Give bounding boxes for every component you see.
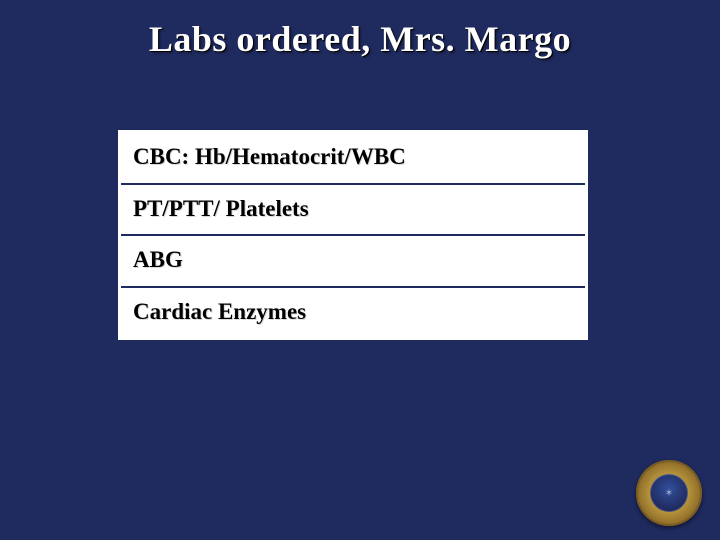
table-row: Cardiac Enzymes <box>121 288 585 338</box>
slide: Labs ordered, Mrs. Margo CBC: Hb/Hematoc… <box>0 0 720 540</box>
table-row: ABG <box>121 236 585 288</box>
slide-title: Labs ordered, Mrs. Margo <box>0 18 720 60</box>
table-row: PT/PTT/ Platelets <box>121 185 585 237</box>
seal-outer-ring: ✶ <box>636 460 702 526</box>
labs-table: CBC: Hb/Hematocrit/WBC PT/PTT/ Platelets… <box>118 130 588 340</box>
seal-badge: ✶ <box>636 460 702 526</box>
seal-inner-circle: ✶ <box>650 474 688 512</box>
seal-icon: ✶ <box>665 488 673 499</box>
table-row: CBC: Hb/Hematocrit/WBC <box>121 133 585 185</box>
